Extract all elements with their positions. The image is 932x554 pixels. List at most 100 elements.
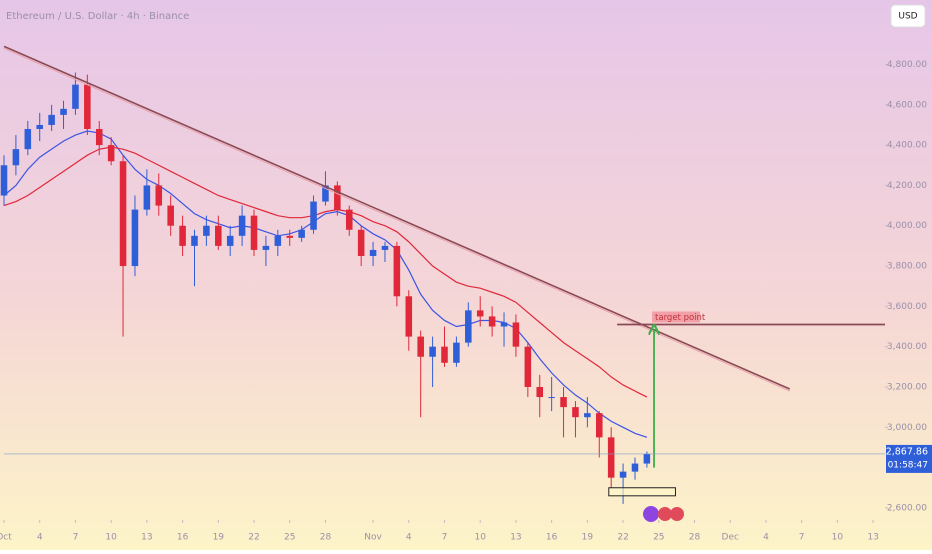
candle-body [453, 342, 460, 363]
candle-body [131, 209, 139, 267]
x-tick-label: 4 [406, 533, 412, 543]
candle-body [524, 346, 532, 387]
currency-button[interactable] [890, 4, 926, 28]
candle-body [0, 165, 8, 196]
candle-body [441, 346, 448, 363]
currency-label[interactable]: USD [898, 12, 917, 22]
candle-body [334, 185, 341, 210]
candle-body [357, 229, 365, 256]
x-tick-label: 25 [653, 533, 664, 543]
candle-body [226, 235, 234, 246]
x-tick-label: 28 [320, 533, 332, 543]
x-tick-label: 28 [689, 533, 701, 543]
x-tick-label: 10 [105, 533, 117, 543]
candle-body [512, 322, 520, 347]
candle-body [322, 185, 329, 202]
y-tick-label: 3,600.00 [887, 302, 927, 312]
candle-body [250, 215, 258, 250]
candle-body [393, 245, 401, 297]
candle-body [548, 397, 555, 399]
candle-body [560, 397, 567, 408]
x-tick-label: Oct [0, 533, 12, 543]
x-tick-label: 19 [582, 533, 594, 543]
chart-title: Ethereum / U.S. Dollar · 4h · Binance [6, 11, 189, 22]
candle-body [298, 229, 305, 238]
x-tick-label: 22 [248, 533, 259, 543]
x-tick-label: 10 [474, 533, 486, 543]
candle-body [48, 114, 55, 125]
candle-body [262, 245, 270, 250]
x-tick-label: 4 [37, 533, 43, 543]
candle-body [465, 310, 472, 343]
candle-body [167, 205, 174, 226]
x-tick-label: 10 [832, 533, 844, 543]
x-tick-label: 7 [799, 533, 805, 543]
y-tick-label: 4,600.00 [887, 100, 927, 110]
last-price-box [886, 444, 932, 473]
event-icon[interactable] [670, 507, 684, 521]
event-icon[interactable] [658, 507, 672, 521]
x-tick-label: 16 [177, 533, 189, 543]
candle-body [405, 296, 413, 337]
candle-body [643, 453, 651, 464]
candle-body [381, 245, 389, 250]
candle-body [429, 346, 436, 357]
candle-body [619, 471, 627, 478]
x-tick-label: 22 [617, 533, 628, 543]
x-tick-label: 13 [510, 533, 521, 543]
x-tick-label: 4 [763, 533, 769, 543]
candle-body [369, 249, 377, 256]
x-tick-label: 19 [213, 533, 225, 543]
candle-body [143, 185, 151, 210]
y-tick-label: 4,000.00 [887, 221, 927, 231]
candle-body [95, 128, 103, 146]
candle-body [203, 225, 210, 236]
x-tick-label: Dec [722, 533, 739, 543]
candle-body [500, 322, 508, 327]
candle-body [12, 149, 20, 166]
y-tick-label: 2,600.00 [887, 503, 927, 513]
candle-body [274, 235, 282, 246]
candle-body [310, 201, 317, 230]
y-tick-label: 3,800.00 [887, 262, 927, 272]
candle-body [215, 225, 222, 246]
candle-body [572, 407, 579, 418]
x-tick-label: 16 [546, 533, 558, 543]
x-tick-label: 13 [141, 533, 152, 543]
x-tick-label: Nov [364, 533, 382, 543]
candle-body [60, 108, 67, 115]
y-tick-label: 3,000.00 [887, 423, 927, 433]
candle-body [119, 161, 127, 267]
target-label: target point [655, 313, 706, 323]
candle-body [488, 316, 496, 327]
candle-body [24, 128, 32, 150]
last-price-label: 2,867.86 [886, 446, 928, 457]
candle-body [84, 84, 91, 129]
candle-body [72, 84, 79, 109]
x-tick-label: 25 [284, 533, 295, 543]
event-icon[interactable] [643, 506, 659, 522]
countdown-label: 01:58:47 [888, 460, 928, 470]
support-box [608, 487, 676, 497]
candle-body [631, 463, 639, 472]
candle-body [179, 225, 186, 246]
candle-body [286, 235, 294, 238]
candle-body [476, 310, 484, 317]
candle-body [595, 413, 603, 438]
candle-body [345, 209, 353, 230]
candle-body [584, 413, 591, 418]
x-tick-label: 13 [867, 533, 878, 543]
y-tick-label: 4,400.00 [887, 141, 927, 151]
y-tick-label: 4,800.00 [887, 60, 927, 70]
candle-body [155, 185, 163, 206]
candle-body [417, 336, 424, 357]
candle-body [191, 235, 198, 246]
y-tick-label: 4,200.00 [887, 181, 927, 191]
candle-body [107, 145, 115, 162]
x-tick-label: 7 [442, 533, 448, 543]
y-tick-label: 3,200.00 [887, 382, 927, 392]
candle-body [36, 124, 43, 129]
target-label-bg [652, 311, 701, 323]
